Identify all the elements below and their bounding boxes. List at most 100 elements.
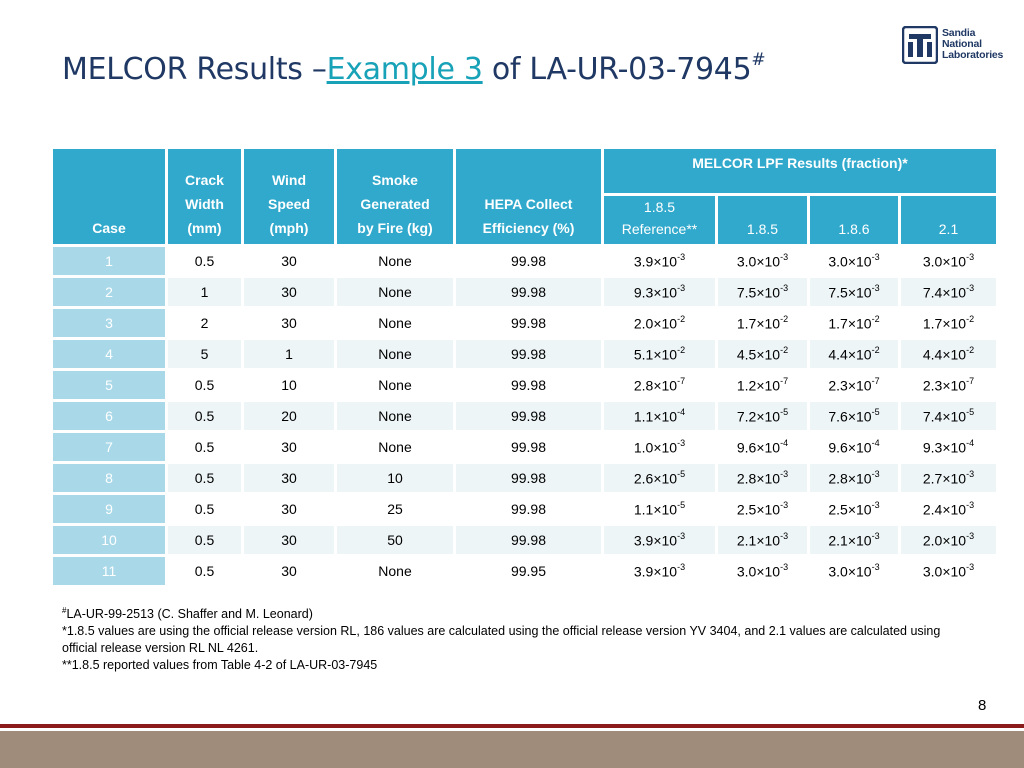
header-line: Speed — [267, 196, 310, 212]
lpf-mantissa: 2.0×10 — [922, 532, 967, 549]
lpf-exponent: -2 — [871, 344, 880, 355]
lpf-exponent: -2 — [677, 344, 686, 355]
table-row: 8 0.5 30 10 99.98 2.6×10-5 2.8×10-3 2.8×10-3 2.7… — [53, 464, 996, 492]
melcor-results-table: Case Crack Width (mm) Wind Speed (mph) S… — [50, 146, 999, 588]
case-cell: 6 — [53, 402, 165, 430]
lpf-cell: 7.6×10-5 — [810, 402, 898, 430]
case-cell: 1 — [53, 247, 165, 275]
lpf-mantissa: 1.0×10 — [633, 439, 678, 456]
lpf-cell: 1.7×10-2 — [901, 309, 996, 337]
lpf-exponent: -2 — [677, 313, 686, 324]
lpf-cell: 2.7×10-3 — [901, 464, 996, 492]
smoke-cell: None — [337, 247, 453, 275]
lpf-cell: 9.6×10-4 — [718, 433, 807, 461]
lpf-cell: 2.8×10-3 — [718, 464, 807, 492]
lpf-exponent: -3 — [871, 468, 880, 479]
smoke-cell: None — [337, 402, 453, 430]
crack-width-cell: 0.5 — [168, 557, 241, 585]
lpf-mantissa: 2.8×10 — [736, 470, 781, 487]
wind-speed-cell: 30 — [244, 526, 334, 554]
smoke-cell: 10 — [337, 464, 453, 492]
header-lpf-185-reference: 1.8.5 Reference** — [604, 196, 715, 244]
lpf-exponent: -5 — [677, 499, 686, 510]
lpf-exponent: -3 — [966, 561, 975, 572]
header-line: 1.8.5 — [643, 199, 676, 215]
lpf-cell: 3.0×10-3 — [718, 557, 807, 585]
lpf-mantissa: 3.0×10 — [922, 253, 967, 270]
smoke-cell: None — [337, 309, 453, 337]
lpf-exponent: -3 — [871, 251, 880, 262]
wind-speed-cell: 20 — [244, 402, 334, 430]
table-row: 2 1 30 None 99.98 9.3×10-3 7.5×10-3 7.5×10-3 7.4… — [53, 278, 996, 306]
lpf-exponent: -2 — [780, 313, 789, 324]
wind-speed-cell: 10 — [244, 371, 334, 399]
lpf-exponent: -7 — [871, 375, 880, 386]
lpf-mantissa: 2.4×10 — [922, 501, 967, 518]
hepa-cell: 99.98 — [456, 495, 601, 523]
table-row: 10 0.5 30 50 99.98 3.9×10-3 2.1×10-3 2.1×10-3 2.… — [53, 526, 996, 554]
hepa-cell: 99.98 — [456, 247, 601, 275]
lpf-exponent: -2 — [780, 344, 789, 355]
smoke-cell: None — [337, 340, 453, 368]
table-row: 6 0.5 20 None 99.98 1.1×10-4 7.2×10-5 7.6×10-5 7… — [53, 402, 996, 430]
lpf-mantissa: 2.6×10 — [633, 470, 678, 487]
crack-width-cell: 1 — [168, 278, 241, 306]
lpf-exponent: -3 — [966, 530, 975, 541]
lpf-mantissa: 3.0×10 — [922, 563, 967, 580]
header-lpf-21: 2.1 — [901, 196, 996, 244]
header-line: Generated — [360, 196, 430, 212]
lpf-cell: 3.0×10-3 — [718, 247, 807, 275]
footnote-2: *1.8.5 values are using the official rel… — [62, 624, 941, 656]
sandia-thunderbird-icon — [902, 26, 938, 64]
lpf-mantissa: 9.3×10 — [922, 439, 967, 456]
hepa-cell: 99.98 — [456, 464, 601, 492]
table-row: 9 0.5 30 25 99.98 1.1×10-5 2.5×10-3 2.5×10-3 2.4… — [53, 495, 996, 523]
lpf-cell: 2.8×10-3 — [810, 464, 898, 492]
lpf-cell: 7.5×10-3 — [810, 278, 898, 306]
lpf-cell: 7.4×10-3 — [901, 278, 996, 306]
header-line: Width — [185, 196, 224, 212]
lpf-cell: 1.1×10-5 — [604, 495, 715, 523]
crack-width-cell: 0.5 — [168, 464, 241, 492]
lpf-mantissa: 3.0×10 — [828, 253, 872, 270]
lpf-mantissa: 9.3×10 — [633, 284, 678, 301]
example-3-link[interactable]: Example 3 — [326, 52, 483, 87]
lpf-exponent: -4 — [780, 437, 789, 448]
hepa-cell: 99.98 — [456, 340, 601, 368]
hepa-cell: 99.98 — [456, 309, 601, 337]
header-line: Smoke — [372, 172, 418, 188]
header-lpf-185: 1.8.5 — [718, 196, 807, 244]
title-suffix: of LA-UR-03-7945 — [482, 52, 752, 87]
lpf-cell: 2.5×10-3 — [718, 495, 807, 523]
crack-width-cell: 0.5 — [168, 247, 241, 275]
case-cell: 10 — [53, 526, 165, 554]
lpf-cell: 3.9×10-3 — [604, 557, 715, 585]
lpf-mantissa: 9.6×10 — [736, 439, 781, 456]
crack-width-cell: 0.5 — [168, 495, 241, 523]
table-row: 11 0.5 30 None 99.95 3.9×10-3 3.0×10-3 3.0×10-3… — [53, 557, 996, 585]
header-line: (mph) — [269, 220, 309, 236]
wind-speed-cell: 30 — [244, 433, 334, 461]
lpf-exponent: -5 — [966, 406, 975, 417]
case-cell: 11 — [53, 557, 165, 585]
header-line: Wind — [271, 172, 307, 188]
footnote-text: LA-UR-99-2513 (C. Shaffer and M. Leonard… — [66, 607, 313, 622]
case-cell: 4 — [53, 340, 165, 368]
logo-line: Laboratories — [942, 49, 1004, 61]
lpf-mantissa: 3.0×10 — [736, 253, 781, 270]
lpf-cell: 2.3×10-7 — [901, 371, 996, 399]
lpf-mantissa: 7.4×10 — [922, 284, 967, 301]
case-cell: 8 — [53, 464, 165, 492]
lpf-cell: 2.0×10-2 — [604, 309, 715, 337]
lpf-exponent: -3 — [966, 282, 975, 293]
lpf-mantissa: 3.9×10 — [633, 563, 678, 580]
header-case: Case — [53, 149, 165, 244]
lpf-mantissa: 2.3×10 — [922, 377, 967, 394]
lpf-cell: 3.0×10-3 — [810, 557, 898, 585]
header-lpf-group: MELCOR LPF Results (fraction)* — [604, 149, 996, 193]
lpf-exponent: -3 — [677, 437, 686, 448]
lpf-cell: 1.1×10-4 — [604, 402, 715, 430]
lpf-exponent: -3 — [780, 468, 789, 479]
footnote-1: #LA-UR-99-2513 (C. Shaffer and M. Leonar… — [62, 602, 972, 623]
lpf-cell: 1.2×10-7 — [718, 371, 807, 399]
